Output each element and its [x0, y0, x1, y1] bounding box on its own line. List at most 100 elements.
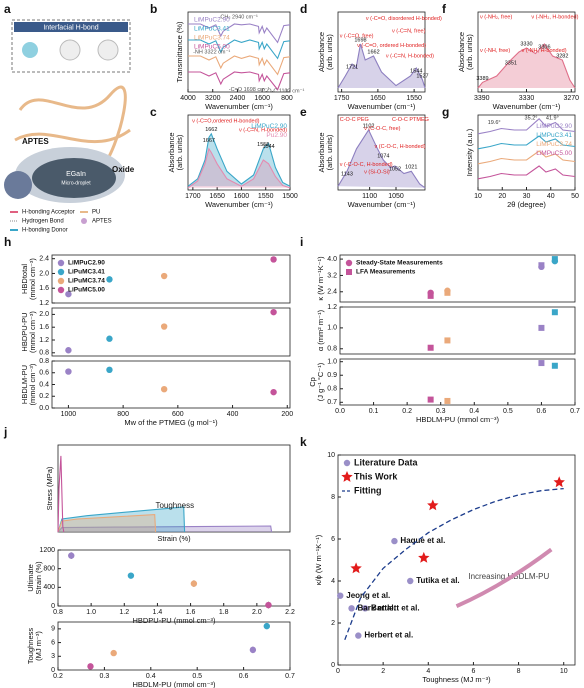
x-tick-label: 0.7 — [570, 408, 580, 415]
x-tick-label: 0.4 — [469, 408, 479, 415]
x-tick-label: 0.6 — [239, 673, 249, 680]
series-line — [57, 525, 273, 533]
y-tick-label: 400 — [43, 584, 55, 591]
marker — [361, 605, 369, 612]
y-tick-label: 0 — [51, 667, 55, 674]
marker — [538, 262, 545, 269]
marker — [57, 268, 65, 276]
x-tick-label: 0.6 — [537, 408, 547, 415]
peak-label: 3282 — [556, 53, 568, 59]
y-axis-label: HBDPU-PU — [20, 312, 29, 351]
annotation: C-O-C PTMEG — [392, 117, 429, 123]
peak-label: 1662 — [205, 127, 217, 133]
marker — [270, 388, 277, 396]
plot-frame — [51, 360, 291, 409]
x-tick-label: 0.3 — [100, 673, 110, 680]
plot-frame — [51, 254, 291, 304]
annotation: 35.2° — [525, 115, 538, 121]
x-tick-label: 1550 — [258, 193, 274, 200]
plot-frame — [57, 444, 291, 533]
y-axis-label: (MJ m⁻³) — [34, 631, 43, 661]
x-tick-label: 0.2 — [53, 673, 63, 680]
y-tick-label: 4.0 — [327, 256, 337, 263]
marker — [551, 256, 558, 263]
plot-frame — [339, 306, 576, 355]
legend-text: LiPuMC5.00 — [68, 287, 105, 294]
marker — [57, 277, 65, 285]
y-tick-label: 0.4 — [39, 381, 49, 388]
panel-label: b — [150, 2, 157, 16]
y-tick-label: 0.8 — [39, 358, 49, 365]
x-axis-label: Wavenumber (cm⁻¹) — [205, 102, 273, 111]
legend-text: LiMPuC3.41 — [194, 26, 230, 33]
y-axis-label: Intensity (a.u.) — [465, 128, 474, 176]
series-line — [477, 135, 576, 150]
y-tick-label: 3 — [51, 653, 55, 660]
y-axis-label: Absorbance — [317, 132, 326, 172]
x-tick-label: 4 — [426, 668, 430, 675]
annotation: ν (C-O-C, free) — [364, 126, 401, 132]
annotation: -NH 3322 cm⁻¹ — [193, 49, 230, 55]
x-tick-label: 2.2 — [285, 609, 295, 616]
legend-text: H-bonding Donor — [22, 228, 68, 234]
series-line — [188, 55, 291, 76]
marker — [106, 335, 113, 342]
marker — [263, 622, 270, 630]
y-tick-label: 2.4 — [327, 289, 337, 296]
y-tick-label: 0.9 — [327, 372, 337, 379]
inset-title: Interfacial H-bond — [43, 24, 98, 31]
y-axis-label: Toughness — [26, 628, 35, 665]
marker — [345, 259, 353, 267]
y-tick-label: 2 — [331, 620, 335, 627]
x-tick-label: 0.5 — [503, 408, 513, 415]
y-axis-label: (arb. units) — [325, 34, 334, 70]
y-axis-label: (mmol cm⁻³) — [28, 363, 37, 405]
series-line — [57, 455, 65, 533]
marker — [355, 632, 362, 639]
y-axis-label: Absorbance — [167, 132, 176, 172]
x-tick-label: 6 — [471, 668, 475, 675]
legend-text: LiMPuC5.00 — [536, 150, 572, 157]
series-line — [187, 147, 291, 189]
x-tick-label: 1.2 — [119, 609, 129, 616]
x-tick-label: 3390 — [474, 95, 490, 102]
icon — [22, 42, 38, 58]
plot-frame — [51, 307, 291, 357]
x-tick-label: 400 — [227, 411, 239, 418]
annotation: -CH₂ 2940 cm⁻¹ — [219, 14, 258, 20]
point-label: Haque et al. — [400, 536, 445, 545]
annotation: ν (-C=O, ordered H-bonded) — [357, 43, 426, 49]
annotation: C-O-C 1102 cm⁻¹ — [261, 89, 304, 95]
marker — [350, 562, 362, 574]
legend-text: LiPuMC3.74 — [68, 278, 105, 285]
y-axis-label: κ/ϕ (W m⁻¹K⁻¹) — [314, 534, 323, 585]
legend-text: H-bonding Acceptor — [22, 210, 75, 216]
panel-label: j — [3, 425, 7, 439]
series-line — [337, 128, 426, 189]
marker — [57, 259, 65, 267]
panel-label: c — [150, 105, 157, 119]
y-axis-label: (mmol cm⁻³) — [28, 311, 37, 353]
panel-a: a Interfacial H-bond APTES Oxide EGaIn M… — [4, 2, 135, 234]
y-axis-label: Absorbance — [317, 32, 326, 72]
y-tick-label: 1.6 — [39, 285, 49, 292]
series-line — [477, 118, 576, 135]
annotation: ν (-NH, H-bonded) — [522, 48, 567, 54]
y-tick-label: 1.2 — [327, 304, 337, 311]
peak-label: 3389 — [476, 76, 488, 82]
x-axis-label: Mw of the PTMEG (g mol⁻¹) — [124, 418, 218, 427]
x-tick-label: 40 — [547, 193, 555, 200]
point-label: Bark et al. — [358, 603, 396, 612]
x-tick-label: 10 — [560, 668, 568, 675]
panel-label: h — [4, 235, 11, 249]
y-axis-label: (arb. units) — [175, 134, 184, 170]
legend-text: LiMPuC5.00 — [194, 44, 230, 51]
legend-text: LiMPuC3.74 — [194, 35, 230, 42]
panel-label: g — [442, 105, 449, 119]
peak-label: 1052 — [389, 166, 401, 172]
label: EGaIn — [66, 171, 86, 178]
marker — [427, 396, 434, 403]
plot-frame — [337, 114, 426, 191]
marker — [427, 499, 439, 511]
annotation: ν (-C=O,ordered H-bonded) — [192, 118, 260, 124]
